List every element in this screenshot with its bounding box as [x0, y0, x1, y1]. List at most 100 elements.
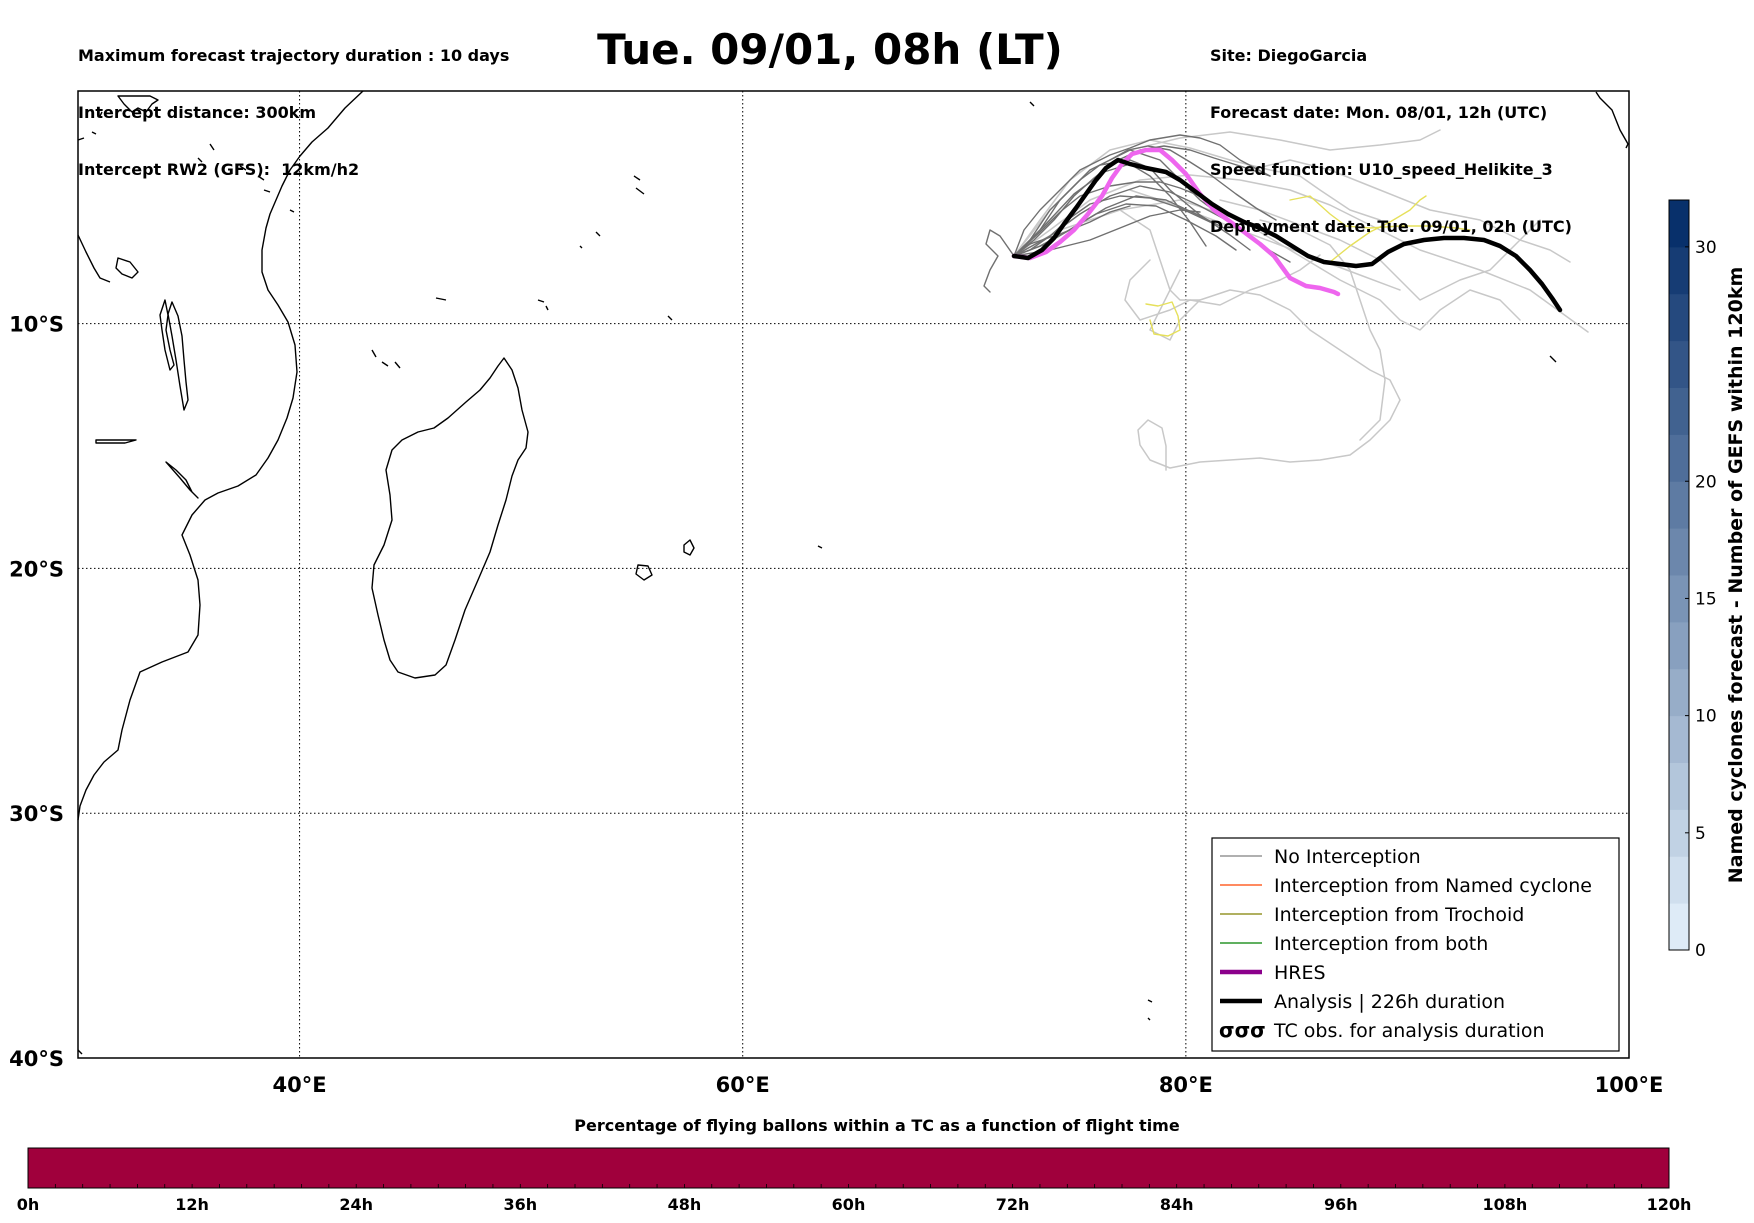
legend: No Interception Interception from Named c…	[1211, 837, 1620, 1052]
lat-tick-label: 10°S	[9, 313, 64, 337]
hres-trajectory	[1011, 147, 1341, 297]
trajectory	[1013, 134, 1271, 257]
legend-label: TC obs. for analysis duration	[1273, 1020, 1545, 1042]
yellow-trajectories	[1145, 195, 1471, 337]
madagascar-coastline	[371, 357, 529, 679]
colorbar-segment	[1669, 200, 1689, 248]
legend-label: HRES	[1274, 962, 1326, 984]
lake-tanganyika	[159, 299, 175, 371]
header-line: Intercept distance: 300km	[78, 103, 317, 122]
map-tick-labels: 40°E 60°E 80°E 100°E 10°S 20°S 30°S 40°S	[9, 313, 1663, 1097]
header-left-info: Maximum forecast trajectory duration : 1…	[78, 8, 509, 198]
lake-kariba	[165, 461, 199, 499]
lake-mweru	[95, 439, 137, 444]
colorbar-segment	[1669, 340, 1689, 388]
light-gray-trajectories	[1013, 129, 1589, 471]
colorbar-frame	[1668, 199, 1690, 951]
trajectory	[983, 229, 1015, 293]
trajectory	[1013, 174, 1589, 333]
trajectory	[1013, 195, 1211, 257]
flight-time-bar-fill	[27, 1147, 1670, 1189]
colorbar-segment	[1669, 434, 1689, 482]
trajectory	[1259, 219, 1386, 441]
colorbar-segment	[1669, 762, 1689, 810]
colorbar-tick-label: 10	[1695, 707, 1717, 727]
cyclone-count-colorbar: 0 5 10 15 20 30 Named cyclones forecast - Numb…	[1668, 199, 1747, 961]
lon-tick-label: 100°E	[1595, 1073, 1664, 1097]
bar-tick-label: 24h	[339, 1195, 373, 1214]
trajectory	[1145, 301, 1181, 337]
lat-tick-label: 30°S	[9, 802, 64, 826]
colorbar-tick-label: 20	[1695, 472, 1717, 492]
bar-tick-label: 48h	[668, 1195, 702, 1214]
coastlines	[77, 90, 1629, 1055]
page-title: Tue. 09/01, 08h (LT)	[597, 25, 1063, 74]
colorbar-segment	[1669, 528, 1689, 576]
map-frame	[77, 90, 1630, 1059]
gridlines	[78, 91, 1629, 1058]
header-line: Speed function: U10_speed_Helikite_3	[1210, 160, 1553, 179]
header-line: Site: DiegoGarcia	[1210, 46, 1368, 65]
colorbar-segment	[1669, 715, 1689, 763]
colorbar-label: Named cyclones forecast - Number of GEFS…	[1725, 267, 1747, 884]
bar-tick-label: 12h	[175, 1195, 209, 1214]
header-line: Maximum forecast trajectory duration : 1…	[78, 46, 510, 65]
colorbar-segment	[1669, 856, 1689, 904]
flight-time-bar: 0h 12h 24h 36h 48h 60h 72h 84h 96h 108h 120h	[17, 1147, 1691, 1214]
legend-label: Interception from Trochoid	[1274, 904, 1524, 926]
colorbar-tick-label: 0	[1695, 941, 1706, 961]
bar-tick-label: 36h	[503, 1195, 537, 1214]
reunion-island	[635, 564, 653, 581]
bar-tick-label: 108h	[1483, 1195, 1528, 1214]
lon-tick-label: 60°E	[716, 1073, 770, 1097]
lat-tick-label: 40°S	[9, 1047, 64, 1071]
africa-coastline	[77, 90, 364, 821]
legend-label: Interception from Named cyclone	[1274, 875, 1592, 897]
lake-malawi	[167, 301, 189, 411]
trajectory	[1137, 269, 1401, 471]
mascarene-islands	[435, 91, 1629, 1021]
bar-tick-label: 96h	[1324, 1195, 1358, 1214]
colorbar-segment	[1669, 246, 1689, 295]
trajectory	[1329, 195, 1427, 263]
header-line: Forecast date: Mon. 08/01, 12h (UTC)	[1210, 103, 1548, 122]
trajectories	[983, 129, 1589, 471]
lake-victoria	[115, 257, 139, 279]
bottom-bar-title: Percentage of flying ballons within a TC…	[574, 1116, 1180, 1135]
colorbar-tick-label: 5	[1695, 824, 1706, 844]
comoros-islands	[371, 349, 401, 369]
trajectory	[1119, 209, 1201, 301]
trajectory	[1289, 195, 1471, 231]
kenya-coast-islands	[77, 95, 295, 213]
colorbar-tick-label: 15	[1695, 589, 1717, 609]
colorbar-segment	[1669, 481, 1689, 529]
header-right-info: Site: DiegoGarcia Forecast date: Mon. 08…	[1210, 8, 1572, 255]
trajectory	[1219, 199, 1541, 301]
colorbar-segment	[1669, 621, 1689, 670]
analysis-trajectory	[1011, 157, 1563, 313]
header-line: Intercept RW2 (GFS): 12km/h2	[78, 160, 360, 179]
legend-label: No Interception	[1274, 846, 1421, 868]
bar-tick-label: 0h	[17, 1195, 40, 1214]
trajectory	[1129, 189, 1401, 291]
map-panel: 40°E 60°E 80°E 100°E 10°S 20°S 30°S 40°S	[9, 90, 1663, 1097]
legend-box	[1211, 837, 1620, 1052]
tc-obs-symbol: σσσ	[1219, 1018, 1266, 1042]
bar-tick-label: 60h	[832, 1195, 866, 1214]
trajectory	[1013, 139, 1381, 257]
lon-tick-label: 80°E	[1159, 1073, 1213, 1097]
colorbar-segment	[1669, 668, 1689, 717]
trajectory	[1013, 199, 1521, 331]
colorbar-segment	[1669, 293, 1689, 342]
colorbar-segment	[1669, 903, 1689, 951]
mauritius-island	[683, 539, 695, 556]
bar-tick-label: 72h	[996, 1195, 1030, 1214]
lat-tick-label: 20°S	[9, 557, 64, 581]
seychelles-islands	[579, 175, 645, 249]
legend-label: Interception from both	[1274, 933, 1488, 955]
trajectory	[1109, 145, 1277, 221]
legend-label: Analysis | 226h duration	[1274, 991, 1505, 1013]
africa-north-coastline	[77, 234, 111, 283]
bar-tick-label: 84h	[1160, 1195, 1194, 1214]
colorbar-segment	[1669, 387, 1689, 435]
